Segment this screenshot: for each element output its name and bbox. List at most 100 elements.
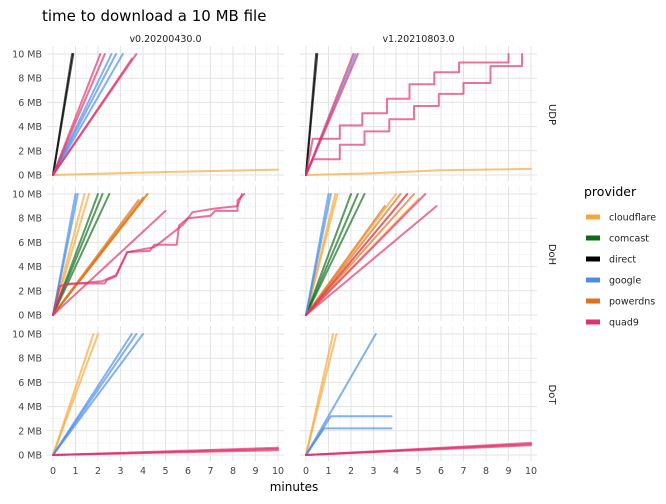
- series-line-cloudflare: [305, 333, 338, 456]
- x-tick-label: 10: [272, 466, 284, 477]
- series-line-quad9: [52, 447, 279, 456]
- series-group: [52, 193, 246, 316]
- x-tick-label: 1: [72, 466, 78, 477]
- series-line-quad9: [305, 205, 438, 316]
- series-line-quad9: [305, 53, 359, 176]
- series-line-comcast: [305, 193, 352, 316]
- y-tick-label: 8 MB: [18, 74, 42, 85]
- y-tick-label: 4 MB: [18, 262, 42, 273]
- series-line-quad9: [305, 193, 427, 316]
- series-group: [52, 333, 279, 456]
- series-line-direct: [305, 53, 318, 176]
- series-line-comcast: [305, 193, 359, 316]
- x-tick-label: 5: [415, 466, 421, 477]
- y-tick-label: 0 MB: [18, 451, 42, 462]
- series-group: [305, 193, 438, 316]
- x-tick-label: 10: [525, 466, 537, 477]
- series-line-cloudflare: [305, 167, 532, 176]
- legend-label-google: google: [609, 276, 641, 287]
- x-tick-label: 9: [252, 466, 258, 477]
- facet-panel: [300, 46, 537, 181]
- series-line-google: [52, 333, 144, 456]
- series-line-google: [305, 193, 332, 316]
- series-group: [305, 53, 532, 176]
- y-tick-label: 0 MB: [18, 171, 42, 182]
- series-line-comcast: [305, 193, 366, 316]
- series-line-quad9: [305, 443, 532, 456]
- series-line-google: [52, 53, 124, 176]
- facet-panel: 0 MB 2 MB 4 MB 6 MB 8 MB 10 MB: [12, 46, 284, 182]
- x-tick-label: 6: [185, 466, 191, 477]
- series-line-google: [305, 333, 377, 456]
- panels-layer: v0.20200430.0 v1.20210803.0 UDP DoH DoT 0 MB 2…: [12, 34, 557, 477]
- y-tick-label: 4 MB: [18, 402, 42, 413]
- y-tick-label: 10 MB: [12, 190, 42, 201]
- y-tick-label: 2 MB: [18, 426, 42, 437]
- y-tick-label: 8 MB: [18, 354, 42, 365]
- x-tick-label: 3: [370, 466, 376, 477]
- facet-panel: 0 MB 2 MB 4 MB 6 MB 8 MB 10 MB 0 1 2 3 4 5 6 7 8 9 10: [12, 326, 284, 477]
- series-line-cloudflare: [52, 333, 99, 456]
- x-tick-label: 4: [393, 466, 399, 477]
- y-tick-label: 2 MB: [18, 146, 42, 157]
- facet-column-label: v1.20210803.0: [382, 34, 454, 45]
- facet-panel: [300, 186, 537, 321]
- series-line-quad9: [52, 209, 167, 316]
- x-tick-label: 9: [505, 466, 511, 477]
- series-line-quad9: [305, 53, 523, 176]
- y-tick-label: 10 MB: [12, 330, 42, 341]
- series-line-google: [305, 427, 393, 456]
- legend: cloudflare comcast direct google powerdns qua…: [586, 213, 656, 329]
- x-tick-label: 5: [162, 466, 168, 477]
- x-tick-label: 2: [95, 466, 101, 477]
- facet-column-label: v0.20200430.0: [129, 34, 201, 45]
- series-group: [305, 333, 532, 456]
- x-tick-label: 7: [460, 466, 466, 477]
- legend-label-comcast: comcast: [609, 234, 649, 245]
- facet-panel: 0 1 2 3 4 5 6 7 8 9 10: [300, 326, 537, 477]
- x-axis-label: minutes: [270, 480, 319, 494]
- facet-row-label: DoH: [546, 244, 557, 265]
- y-tick-label: 8 MB: [18, 214, 42, 225]
- series-line-cloudflare: [52, 193, 90, 316]
- facet-panel: 0 MB 2 MB 4 MB 6 MB 8 MB 10 MB: [12, 186, 284, 322]
- y-tick-label: 6 MB: [18, 238, 42, 249]
- x-tick-label: 6: [438, 466, 444, 477]
- x-tick-label: 1: [325, 466, 331, 477]
- facet-row-label: DoT: [546, 385, 557, 406]
- x-tick-label: 8: [483, 466, 489, 477]
- legend-label-direct: direct: [609, 255, 636, 266]
- series-line-comcast: [52, 193, 111, 316]
- series-line-quad9: [52, 53, 106, 176]
- legend-label-powerdns: powerdns: [609, 297, 655, 308]
- facet-row-label: UDP: [546, 104, 557, 125]
- legend-label-cloudflare: cloudflare: [609, 213, 656, 224]
- series-line-powerdns: [52, 193, 149, 316]
- series-line-direct: [52, 53, 74, 176]
- x-tick-label: 8: [230, 466, 236, 477]
- series-line-quad9: [52, 193, 243, 316]
- series-line-quad9: [52, 193, 246, 316]
- series-line-quad9: [305, 53, 510, 176]
- x-tick-label: 2: [348, 466, 354, 477]
- series-line-cloudflare: [305, 193, 339, 316]
- legend-title: provider: [584, 184, 637, 199]
- y-tick-label: 4 MB: [18, 122, 42, 133]
- y-tick-label: 6 MB: [18, 378, 42, 389]
- x-tick-label: 7: [207, 466, 213, 477]
- y-tick-label: 10 MB: [12, 50, 42, 61]
- x-tick-label: 0: [50, 466, 56, 477]
- series-line-cloudflare: [52, 168, 279, 176]
- chart-title: time to download a 10 MB file: [42, 7, 266, 25]
- y-tick-label: 0 MB: [18, 311, 42, 322]
- x-tick-label: 3: [117, 466, 123, 477]
- series-group: [52, 53, 279, 176]
- x-tick-label: 4: [140, 466, 146, 477]
- series-line-quad9: [305, 193, 409, 316]
- y-tick-label: 2 MB: [18, 286, 42, 297]
- x-tick-label: 0: [303, 466, 309, 477]
- series-line-quad9: [52, 53, 138, 176]
- legend-label-quad9: quad9: [609, 318, 639, 329]
